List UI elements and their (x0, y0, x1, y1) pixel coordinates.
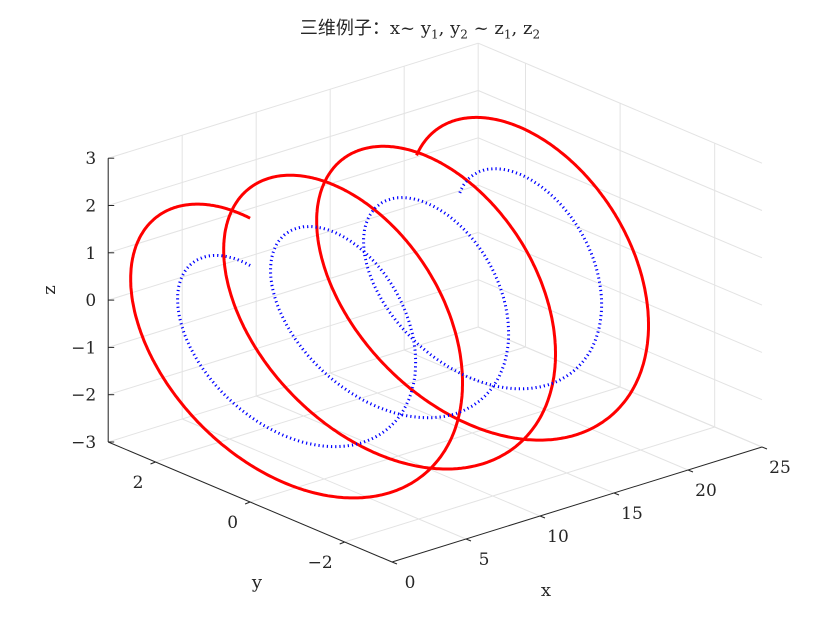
grid-line-back-z (108, 137, 479, 254)
grid-line-side-z (478, 231, 763, 353)
grid-line-floor-y (249, 386, 621, 503)
z-tick-label: 3 (85, 149, 96, 169)
grid-line-back-z (108, 279, 479, 396)
series-1-line (129, 115, 650, 500)
y-tick (150, 461, 156, 465)
grid-line-side-z (478, 137, 763, 259)
grid-line-side-z (478, 279, 763, 401)
grid-line-side-z (478, 90, 763, 211)
x-tick-label: 10 (547, 527, 569, 547)
y-tick-label: 0 (227, 513, 238, 533)
x-tick (761, 446, 768, 450)
x-tick-label: 20 (695, 481, 717, 501)
grid-line-floor-y (344, 426, 715, 543)
y-tick (339, 541, 345, 545)
x-tick (465, 538, 472, 542)
grid-line-side-z (478, 326, 763, 448)
grid-line-back-z (108, 231, 479, 348)
x-tick (687, 469, 694, 473)
x-axis-label: x (541, 580, 551, 601)
x-tick-label: 25 (769, 458, 791, 478)
grid-line-back-z (108, 184, 479, 301)
x-tick (613, 492, 620, 496)
z-tick-label: 1 (85, 244, 96, 264)
z-tick-label: −2 (71, 386, 96, 406)
z-tick-label: −1 (71, 338, 96, 358)
grid-line-side-z (478, 42, 763, 164)
z-tick-label: 2 (85, 197, 96, 217)
grid-line-back-z (108, 90, 479, 206)
grid-line-back-z (108, 42, 479, 159)
chart-title: 三维例子：x~ y1, y2 ~ z1, z2 (299, 18, 541, 42)
y-axis-label: y (251, 572, 263, 593)
y-tick-label: 2 (133, 473, 144, 493)
x-tick-label: 0 (405, 573, 416, 593)
z-axis-label: z (39, 285, 60, 294)
z-tick-label: 0 (85, 291, 96, 311)
y-tick (244, 501, 251, 505)
x-tick (539, 515, 546, 519)
x-tick-label: 15 (621, 504, 643, 524)
y-tick-label: −2 (308, 553, 333, 573)
grid-line-floor-y (155, 346, 526, 463)
grid-line-back-z (108, 326, 479, 443)
series-2-line (176, 167, 604, 449)
x-tick (391, 561, 398, 565)
z-tick-label: −3 (71, 433, 96, 453)
x-axis-line (391, 446, 763, 563)
grid-line-side-z (478, 184, 763, 306)
x-tick-label: 5 (479, 550, 490, 570)
